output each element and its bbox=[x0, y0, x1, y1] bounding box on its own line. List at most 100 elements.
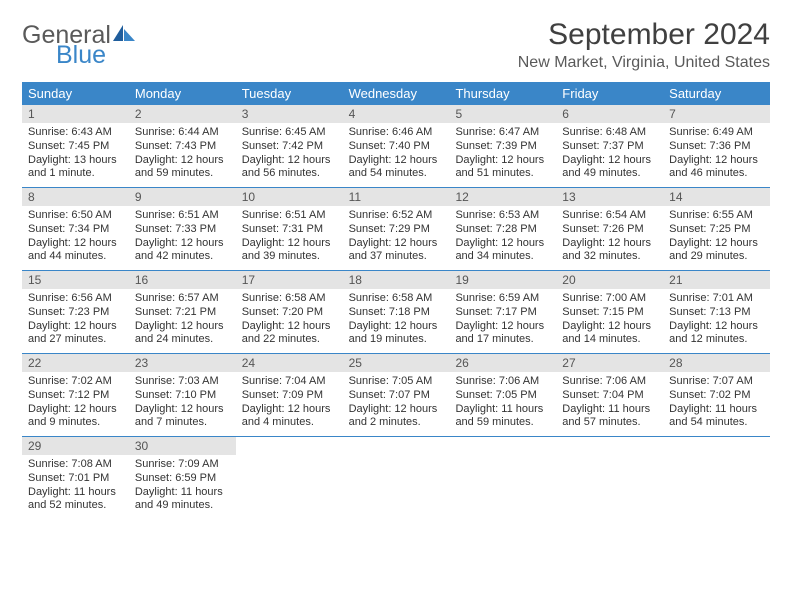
day-number: 6 bbox=[556, 105, 663, 123]
day-cell: 6Sunrise: 6:48 AMSunset: 7:37 PMDaylight… bbox=[556, 105, 663, 187]
sunrise-text: Sunrise: 6:51 AM bbox=[242, 209, 337, 223]
day-number: 8 bbox=[22, 188, 129, 206]
daylight-text: Daylight: 12 hours and 44 minutes. bbox=[28, 237, 123, 265]
sunrise-text: Sunrise: 6:59 AM bbox=[455, 292, 550, 306]
sunrise-text: Sunrise: 7:08 AM bbox=[28, 458, 123, 472]
sunrise-text: Sunrise: 6:46 AM bbox=[349, 126, 444, 140]
day-details: Sunrise: 6:51 AMSunset: 7:31 PMDaylight:… bbox=[236, 206, 343, 270]
day-cell: 24Sunrise: 7:04 AMSunset: 7:09 PMDayligh… bbox=[236, 354, 343, 436]
day-number: 30 bbox=[129, 437, 236, 455]
sunset-text: Sunset: 7:07 PM bbox=[349, 389, 444, 403]
daylight-text: Daylight: 12 hours and 39 minutes. bbox=[242, 237, 337, 265]
day-details: Sunrise: 7:08 AMSunset: 7:01 PMDaylight:… bbox=[22, 455, 129, 519]
sunrise-text: Sunrise: 6:55 AM bbox=[669, 209, 764, 223]
sunset-text: Sunset: 7:04 PM bbox=[562, 389, 657, 403]
sunrise-text: Sunrise: 7:04 AM bbox=[242, 375, 337, 389]
day-details: Sunrise: 6:57 AMSunset: 7:21 PMDaylight:… bbox=[129, 289, 236, 353]
daylight-text: Daylight: 12 hours and 46 minutes. bbox=[669, 154, 764, 182]
sunset-text: Sunset: 7:40 PM bbox=[349, 140, 444, 154]
day-cell: 21Sunrise: 7:01 AMSunset: 7:13 PMDayligh… bbox=[663, 271, 770, 353]
title-block: September 2024 New Market, Virginia, Uni… bbox=[518, 18, 770, 72]
day-cell: 13Sunrise: 6:54 AMSunset: 7:26 PMDayligh… bbox=[556, 188, 663, 270]
day-number: 20 bbox=[556, 271, 663, 289]
week-row: 8Sunrise: 6:50 AMSunset: 7:34 PMDaylight… bbox=[22, 188, 770, 271]
sunset-text: Sunset: 7:09 PM bbox=[242, 389, 337, 403]
daylight-text: Daylight: 12 hours and 2 minutes. bbox=[349, 403, 444, 431]
day-details: Sunrise: 7:05 AMSunset: 7:07 PMDaylight:… bbox=[343, 372, 450, 436]
day-details: Sunrise: 7:04 AMSunset: 7:09 PMDaylight:… bbox=[236, 372, 343, 436]
day-details: Sunrise: 6:58 AMSunset: 7:18 PMDaylight:… bbox=[343, 289, 450, 353]
daylight-text: Daylight: 11 hours and 49 minutes. bbox=[135, 486, 230, 514]
sunrise-text: Sunrise: 6:58 AM bbox=[242, 292, 337, 306]
day-details: Sunrise: 6:44 AMSunset: 7:43 PMDaylight:… bbox=[129, 123, 236, 187]
day-details: Sunrise: 6:55 AMSunset: 7:25 PMDaylight:… bbox=[663, 206, 770, 270]
sunset-text: Sunset: 7:21 PM bbox=[135, 306, 230, 320]
page-header: General Blue September 2024 New Market, … bbox=[22, 18, 770, 72]
day-number: 7 bbox=[663, 105, 770, 123]
day-cell: 14Sunrise: 6:55 AMSunset: 7:25 PMDayligh… bbox=[663, 188, 770, 270]
day-cell: 27Sunrise: 7:06 AMSunset: 7:04 PMDayligh… bbox=[556, 354, 663, 436]
sunrise-text: Sunrise: 6:48 AM bbox=[562, 126, 657, 140]
day-cell: 12Sunrise: 6:53 AMSunset: 7:28 PMDayligh… bbox=[449, 188, 556, 270]
day-details: Sunrise: 6:52 AMSunset: 7:29 PMDaylight:… bbox=[343, 206, 450, 270]
day-number: 22 bbox=[22, 354, 129, 372]
sunrise-text: Sunrise: 6:52 AM bbox=[349, 209, 444, 223]
daylight-text: Daylight: 11 hours and 52 minutes. bbox=[28, 486, 123, 514]
sunset-text: Sunset: 7:17 PM bbox=[455, 306, 550, 320]
day-number: 14 bbox=[663, 188, 770, 206]
day-cell: 1Sunrise: 6:43 AMSunset: 7:45 PMDaylight… bbox=[22, 105, 129, 187]
day-details: Sunrise: 7:07 AMSunset: 7:02 PMDaylight:… bbox=[663, 372, 770, 436]
sunrise-text: Sunrise: 7:03 AM bbox=[135, 375, 230, 389]
weekday-header: Friday bbox=[556, 82, 663, 105]
day-cell: 23Sunrise: 7:03 AMSunset: 7:10 PMDayligh… bbox=[129, 354, 236, 436]
sunset-text: Sunset: 7:37 PM bbox=[562, 140, 657, 154]
day-details: Sunrise: 7:09 AMSunset: 6:59 PMDaylight:… bbox=[129, 455, 236, 519]
day-details: Sunrise: 7:02 AMSunset: 7:12 PMDaylight:… bbox=[22, 372, 129, 436]
sunrise-text: Sunrise: 7:00 AM bbox=[562, 292, 657, 306]
day-number: 16 bbox=[129, 271, 236, 289]
month-title: September 2024 bbox=[518, 18, 770, 52]
day-cell: 17Sunrise: 6:58 AMSunset: 7:20 PMDayligh… bbox=[236, 271, 343, 353]
daylight-text: Daylight: 11 hours and 54 minutes. bbox=[669, 403, 764, 431]
sunrise-text: Sunrise: 6:44 AM bbox=[135, 126, 230, 140]
day-cell: 7Sunrise: 6:49 AMSunset: 7:36 PMDaylight… bbox=[663, 105, 770, 187]
day-details: Sunrise: 6:58 AMSunset: 7:20 PMDaylight:… bbox=[236, 289, 343, 353]
sunset-text: Sunset: 7:45 PM bbox=[28, 140, 123, 154]
day-details: Sunrise: 6:56 AMSunset: 7:23 PMDaylight:… bbox=[22, 289, 129, 353]
weeks-container: 1Sunrise: 6:43 AMSunset: 7:45 PMDaylight… bbox=[22, 105, 770, 519]
day-cell: 28Sunrise: 7:07 AMSunset: 7:02 PMDayligh… bbox=[663, 354, 770, 436]
sunset-text: Sunset: 7:01 PM bbox=[28, 472, 123, 486]
sunset-text: Sunset: 7:12 PM bbox=[28, 389, 123, 403]
weekday-header: Wednesday bbox=[343, 82, 450, 105]
location-text: New Market, Virginia, United States bbox=[518, 54, 770, 72]
sunset-text: Sunset: 7:43 PM bbox=[135, 140, 230, 154]
logo-sail-icon bbox=[113, 24, 135, 48]
day-number: 27 bbox=[556, 354, 663, 372]
day-cell: 16Sunrise: 6:57 AMSunset: 7:21 PMDayligh… bbox=[129, 271, 236, 353]
day-cell: 19Sunrise: 6:59 AMSunset: 7:17 PMDayligh… bbox=[449, 271, 556, 353]
sunrise-text: Sunrise: 7:05 AM bbox=[349, 375, 444, 389]
sunrise-text: Sunrise: 6:50 AM bbox=[28, 209, 123, 223]
daylight-text: Daylight: 12 hours and 34 minutes. bbox=[455, 237, 550, 265]
day-cell: 25Sunrise: 7:05 AMSunset: 7:07 PMDayligh… bbox=[343, 354, 450, 436]
day-cell: 29Sunrise: 7:08 AMSunset: 7:01 PMDayligh… bbox=[22, 437, 129, 519]
day-details: Sunrise: 7:06 AMSunset: 7:04 PMDaylight:… bbox=[556, 372, 663, 436]
sunset-text: Sunset: 7:23 PM bbox=[28, 306, 123, 320]
day-details: Sunrise: 6:46 AMSunset: 7:40 PMDaylight:… bbox=[343, 123, 450, 187]
daylight-text: Daylight: 12 hours and 29 minutes. bbox=[669, 237, 764, 265]
daylight-text: Daylight: 12 hours and 14 minutes. bbox=[562, 320, 657, 348]
sunset-text: Sunset: 7:18 PM bbox=[349, 306, 444, 320]
sunrise-text: Sunrise: 6:43 AM bbox=[28, 126, 123, 140]
day-cell bbox=[663, 437, 770, 519]
daylight-text: Daylight: 12 hours and 7 minutes. bbox=[135, 403, 230, 431]
day-number: 29 bbox=[22, 437, 129, 455]
daylight-text: Daylight: 12 hours and 19 minutes. bbox=[349, 320, 444, 348]
daylight-text: Daylight: 13 hours and 1 minute. bbox=[28, 154, 123, 182]
day-details: Sunrise: 7:00 AMSunset: 7:15 PMDaylight:… bbox=[556, 289, 663, 353]
sunrise-text: Sunrise: 6:49 AM bbox=[669, 126, 764, 140]
day-details: Sunrise: 7:03 AMSunset: 7:10 PMDaylight:… bbox=[129, 372, 236, 436]
day-details: Sunrise: 6:50 AMSunset: 7:34 PMDaylight:… bbox=[22, 206, 129, 270]
day-number: 4 bbox=[343, 105, 450, 123]
day-number: 3 bbox=[236, 105, 343, 123]
day-number: 26 bbox=[449, 354, 556, 372]
